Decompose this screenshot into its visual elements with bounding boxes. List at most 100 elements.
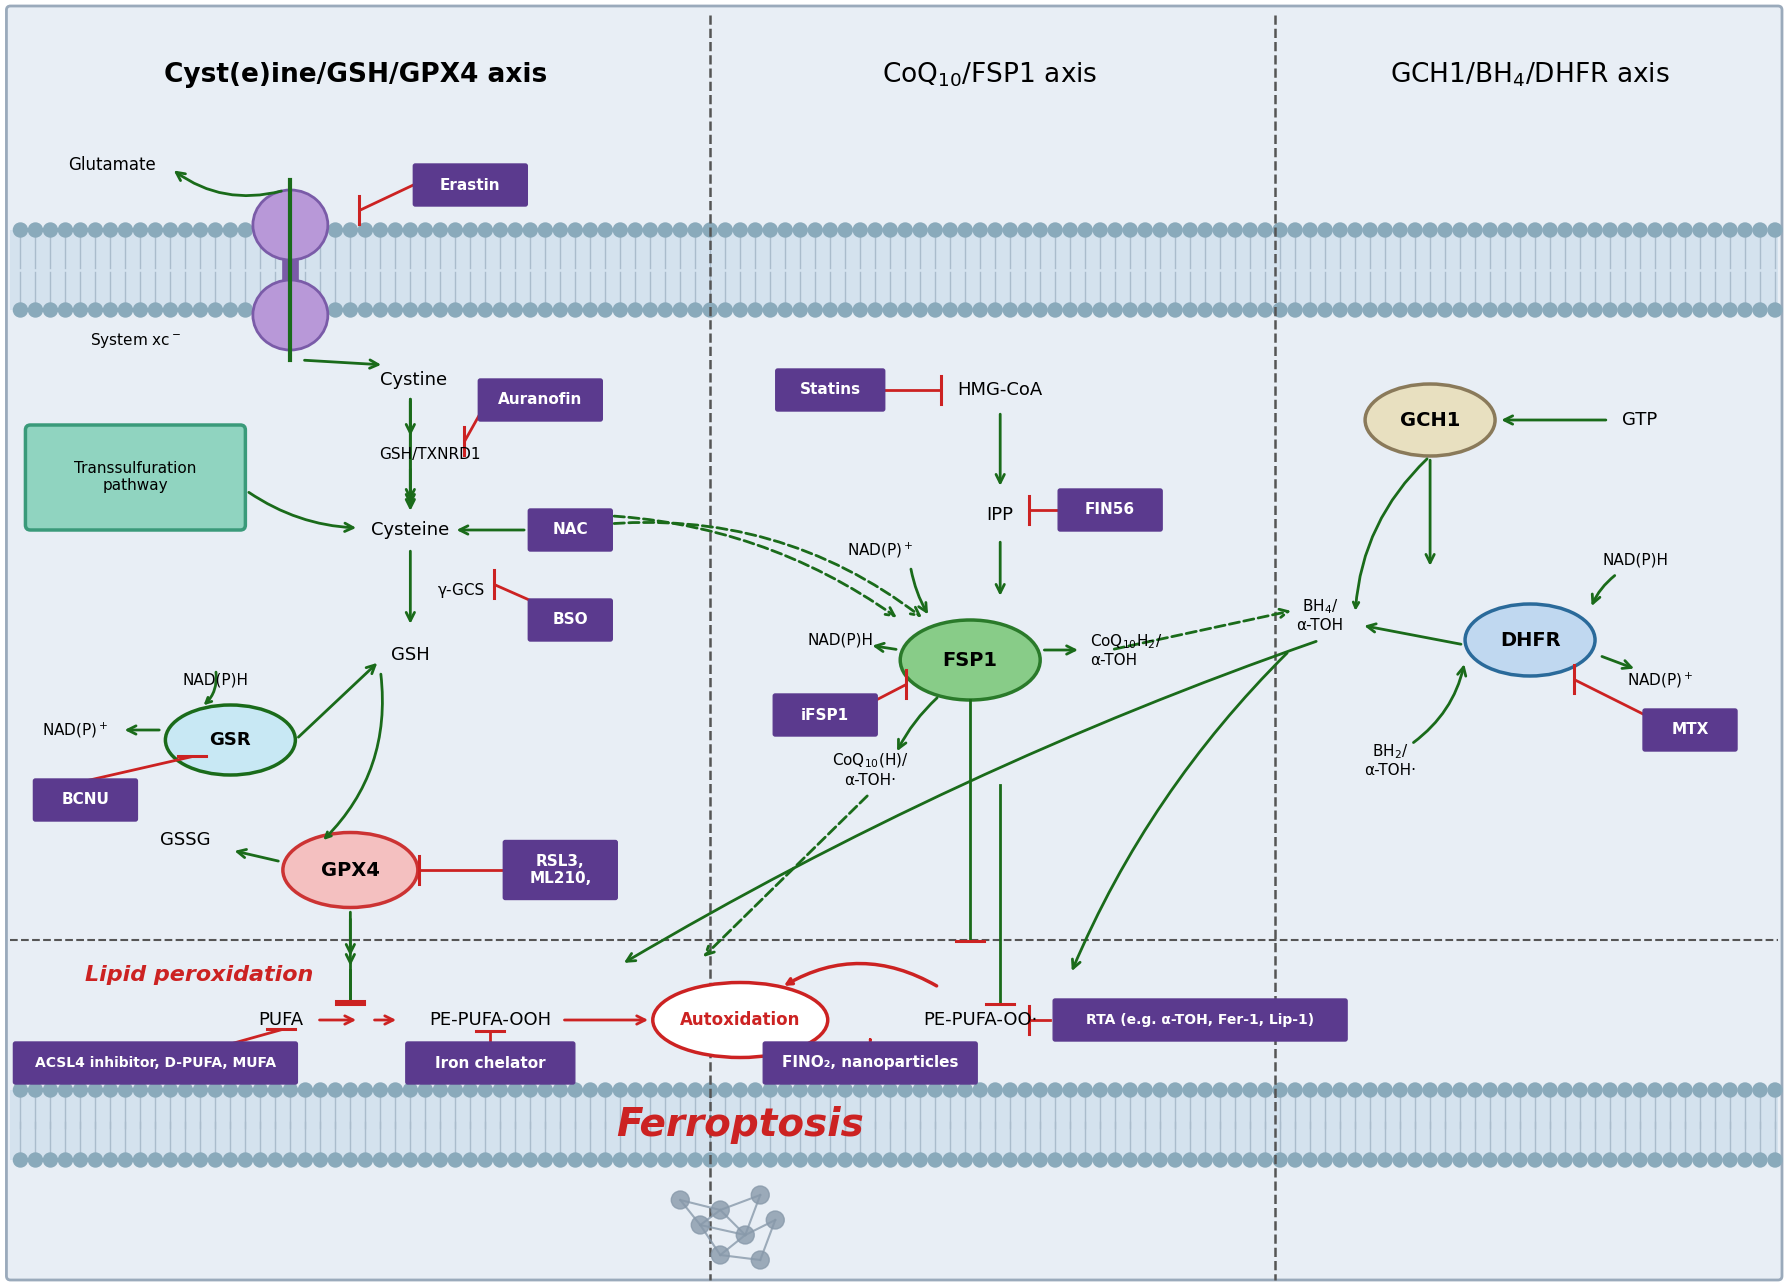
Circle shape xyxy=(148,303,163,318)
Circle shape xyxy=(613,1083,628,1097)
Circle shape xyxy=(404,1154,417,1166)
Circle shape xyxy=(1212,222,1227,237)
Circle shape xyxy=(283,303,297,318)
Circle shape xyxy=(944,303,957,318)
Circle shape xyxy=(1573,1083,1588,1097)
Circle shape xyxy=(869,1083,881,1097)
Circle shape xyxy=(853,222,867,237)
Circle shape xyxy=(254,1083,268,1097)
Text: FIN56: FIN56 xyxy=(1085,503,1135,517)
Circle shape xyxy=(463,222,477,237)
Circle shape xyxy=(944,222,957,237)
Circle shape xyxy=(822,1083,837,1097)
Circle shape xyxy=(508,1083,522,1097)
Circle shape xyxy=(1168,1154,1182,1166)
Circle shape xyxy=(808,1154,822,1166)
Circle shape xyxy=(1017,1083,1032,1097)
Circle shape xyxy=(1543,222,1557,237)
Circle shape xyxy=(193,1083,207,1097)
Circle shape xyxy=(1708,303,1722,318)
Circle shape xyxy=(1273,1154,1287,1166)
Circle shape xyxy=(794,222,806,237)
Circle shape xyxy=(238,1154,252,1166)
Circle shape xyxy=(73,1083,88,1097)
Circle shape xyxy=(794,1083,806,1097)
Circle shape xyxy=(329,1154,342,1166)
Circle shape xyxy=(299,222,313,237)
Circle shape xyxy=(674,1083,687,1097)
Circle shape xyxy=(1618,1154,1632,1166)
Circle shape xyxy=(1303,222,1318,237)
Circle shape xyxy=(1243,222,1257,237)
Circle shape xyxy=(388,222,402,237)
Circle shape xyxy=(898,303,912,318)
Circle shape xyxy=(1768,222,1783,237)
Circle shape xyxy=(1693,1154,1708,1166)
Circle shape xyxy=(1454,1083,1468,1097)
Circle shape xyxy=(493,303,508,318)
Circle shape xyxy=(268,222,283,237)
Circle shape xyxy=(808,222,822,237)
Circle shape xyxy=(1259,222,1271,237)
Circle shape xyxy=(148,1083,163,1097)
Circle shape xyxy=(763,222,778,237)
Circle shape xyxy=(1752,222,1767,237)
Circle shape xyxy=(14,1154,27,1166)
Circle shape xyxy=(1677,303,1691,318)
Circle shape xyxy=(254,222,268,237)
Circle shape xyxy=(238,1083,252,1097)
Circle shape xyxy=(374,1083,388,1097)
Circle shape xyxy=(299,1154,313,1166)
Text: PUFA: PUFA xyxy=(257,1011,302,1029)
Circle shape xyxy=(1348,222,1362,237)
Circle shape xyxy=(163,1083,177,1097)
FancyBboxPatch shape xyxy=(527,509,611,550)
Circle shape xyxy=(583,1083,597,1097)
Ellipse shape xyxy=(252,280,327,350)
Circle shape xyxy=(1409,303,1421,318)
Circle shape xyxy=(1409,222,1421,237)
Circle shape xyxy=(449,222,463,237)
Circle shape xyxy=(88,1154,102,1166)
Circle shape xyxy=(1588,1083,1602,1097)
Text: FSP1: FSP1 xyxy=(942,651,998,670)
Circle shape xyxy=(14,1083,27,1097)
Text: NAD(P)$^+$: NAD(P)$^+$ xyxy=(848,540,914,559)
Circle shape xyxy=(1303,1154,1318,1166)
Circle shape xyxy=(193,222,207,237)
Circle shape xyxy=(839,222,853,237)
Circle shape xyxy=(778,1083,792,1097)
Text: RSL3,
ML210,: RSL3, ML210, xyxy=(529,854,592,886)
Circle shape xyxy=(1212,1154,1227,1166)
Circle shape xyxy=(1724,303,1736,318)
Circle shape xyxy=(1048,222,1062,237)
Circle shape xyxy=(118,222,132,237)
Circle shape xyxy=(973,1154,987,1166)
Circle shape xyxy=(1153,1083,1168,1097)
Circle shape xyxy=(552,1083,567,1097)
Circle shape xyxy=(1017,303,1032,318)
Circle shape xyxy=(628,1154,642,1166)
Circle shape xyxy=(1649,222,1663,237)
Circle shape xyxy=(1618,303,1632,318)
Circle shape xyxy=(1529,1083,1541,1097)
Circle shape xyxy=(674,222,687,237)
Text: NAD(P)H: NAD(P)H xyxy=(182,673,249,688)
Circle shape xyxy=(1482,1083,1497,1097)
Circle shape xyxy=(1003,222,1017,237)
Circle shape xyxy=(59,1154,73,1166)
Circle shape xyxy=(670,1191,688,1209)
Circle shape xyxy=(898,1154,912,1166)
Circle shape xyxy=(883,1154,898,1166)
Circle shape xyxy=(822,222,837,237)
Circle shape xyxy=(1468,1083,1482,1097)
Circle shape xyxy=(583,222,597,237)
Circle shape xyxy=(343,222,358,237)
Ellipse shape xyxy=(252,190,327,260)
FancyBboxPatch shape xyxy=(14,1042,297,1084)
Circle shape xyxy=(1379,222,1393,237)
Circle shape xyxy=(1123,1154,1137,1166)
Circle shape xyxy=(703,1154,717,1166)
Text: BSO: BSO xyxy=(552,612,588,628)
Circle shape xyxy=(179,1083,193,1097)
